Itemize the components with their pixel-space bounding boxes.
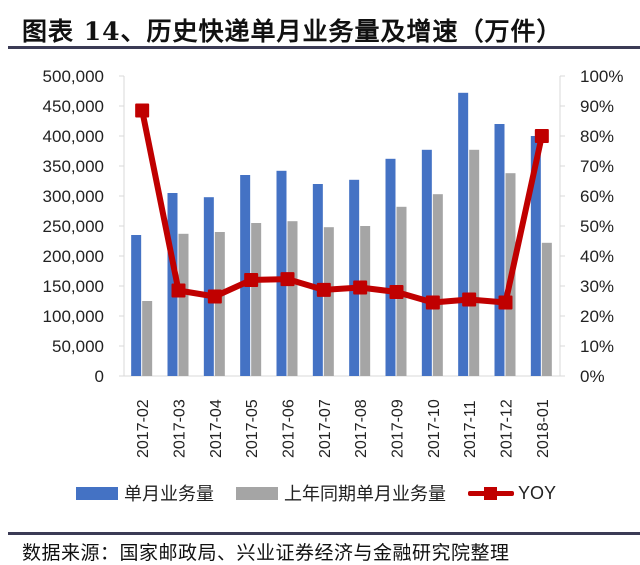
bar-monthly-volume	[349, 179, 360, 376]
bar-prior-year-volume	[178, 233, 189, 376]
left-axis-tick-label: 300,000	[43, 187, 104, 206]
left-axis-tick-label: 0	[95, 367, 104, 386]
left-axis-tick-label: 500,000	[43, 67, 104, 86]
legend-swatch-gray	[236, 486, 278, 500]
bar-monthly-volume	[421, 149, 432, 376]
right-axis-tick-label: 80%	[580, 127, 614, 146]
yoy-marker	[462, 292, 477, 307]
bar-prior-year-volume	[432, 194, 443, 376]
right-axis-tick-label: 60%	[580, 187, 614, 206]
yoy-marker	[425, 295, 440, 310]
yoy-marker	[498, 295, 513, 310]
left-axis-tick-label: 400,000	[43, 127, 104, 146]
left-axis-tick-label: 250,000	[43, 217, 104, 236]
yoy-marker	[207, 289, 222, 304]
right-axis-tick-label: 70%	[580, 157, 614, 176]
bar-prior-year-volume	[541, 242, 552, 376]
x-axis-tick-label: 2017-09	[390, 399, 407, 458]
right-axis-tick-label: 40%	[580, 247, 614, 266]
yoy-marker	[353, 280, 368, 295]
x-axis-tick-label: 2017-07	[317, 399, 334, 458]
bar-prior-year-volume	[469, 149, 480, 376]
yoy-marker	[389, 285, 404, 299]
bar-monthly-volume	[494, 124, 505, 376]
yoy-line-series	[135, 103, 549, 310]
x-axis-labels: 2017-02 2017-03 2017-04 2017-05 2017-06 2017-…	[135, 399, 552, 458]
legend-item-monthly-volume: 单月业务量	[76, 480, 214, 506]
left-axis-tick-label: 150,000	[43, 277, 104, 296]
yoy-line	[139, 109, 545, 306]
bar-prior-year-volume	[214, 232, 225, 376]
x-axis-tick-label: 2017-12	[499, 399, 516, 458]
legend-item-prior-year-volume: 上年同期单月业务量	[236, 480, 446, 506]
right-axis-tick-label: 20%	[580, 307, 614, 326]
legend-swatch-blue	[76, 486, 118, 500]
bar-monthly-volume	[203, 197, 214, 376]
yoy-marker	[171, 283, 186, 298]
right-axis-tick-label: 90%	[580, 97, 614, 116]
x-axis-tick-label: 2018-01	[535, 399, 552, 458]
right-axis-tick-label: 0%	[580, 367, 605, 386]
left-axis-tick-label: 350,000	[43, 157, 104, 176]
right-axis-tick-label: 30%	[580, 277, 614, 296]
bar-series	[131, 92, 552, 377]
title-divider	[8, 46, 640, 49]
x-axis-tick-label: 2017-05	[244, 399, 261, 458]
legend-label: 单月业务量	[124, 484, 214, 505]
bar-prior-year-volume	[323, 227, 334, 376]
bar-monthly-volume	[131, 235, 142, 376]
legend-label: YOY	[518, 482, 557, 503]
right-axis-tick-label: 100%	[580, 67, 623, 86]
x-axis-tick-label: 2017-11	[462, 400, 479, 458]
bar-monthly-volume	[385, 158, 396, 376]
chart-title: 图表 14、历史快递单月业务量及增速（万件）	[22, 17, 563, 46]
yoy-marker	[534, 129, 549, 143]
legend-item-yoy: YOY	[468, 483, 556, 504]
bar-monthly-volume	[530, 136, 541, 376]
x-axis-tick-label: 2017-02	[135, 399, 152, 458]
yoy-marker	[244, 273, 259, 287]
bar-prior-year-volume	[251, 223, 262, 376]
x-axis-tick-label: 2017-06	[281, 399, 298, 458]
left-axis-tick-label: 200,000	[43, 247, 104, 266]
legend-line-marker-icon	[468, 487, 514, 500]
bar-prior-year-volume	[287, 221, 298, 376]
right-axis-tick-label: 10%	[580, 337, 614, 356]
x-axis-tick-label: 2017-03	[172, 399, 189, 458]
source-divider	[8, 532, 640, 535]
bar-prior-year-volume	[142, 301, 153, 376]
yoy-marker	[280, 272, 295, 287]
bar-prior-year-volume	[360, 226, 371, 376]
data-source-note: 数据来源：国家邮政局、兴业证券经济与金融研究院整理	[22, 542, 510, 564]
left-axis-tick-label: 450,000	[43, 97, 104, 116]
axes: 0 50,000 100,000 150,000 200,000 250,000 300,0…	[43, 67, 624, 386]
left-axis-tick-label: 100,000	[43, 307, 104, 326]
combo-bar-line-chart: 0 50,000 100,000 150,000 200,000 250,000 300,0…	[43, 67, 624, 458]
x-axis-tick-label: 2017-08	[353, 399, 370, 458]
x-axis-tick-label: 2017-10	[426, 399, 443, 458]
yoy-marker	[135, 103, 150, 118]
bar-monthly-volume	[458, 92, 469, 377]
bar-monthly-volume	[312, 184, 323, 376]
yoy-marker	[316, 282, 331, 297]
left-axis-tick-label: 50,000	[52, 337, 104, 356]
legend-label: 上年同期单月业务量	[284, 484, 446, 505]
x-axis-tick-label: 2017-04	[208, 399, 225, 458]
chart-legend: 单月业务量 上年同期单月业务量 YOY	[76, 478, 578, 508]
right-axis-tick-label: 50%	[580, 217, 614, 236]
